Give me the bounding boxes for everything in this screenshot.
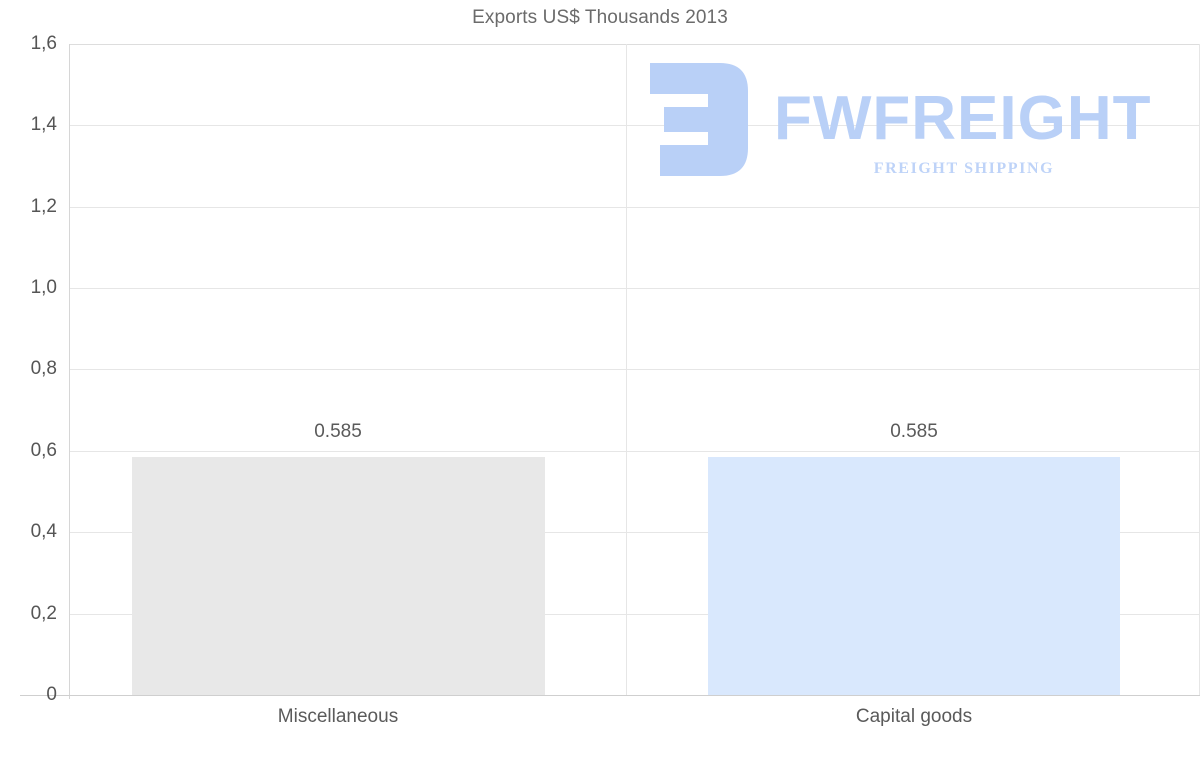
y-tick-label-1-6: 1,6 — [30, 33, 57, 54]
bar-miscellaneous[interactable] — [132, 457, 545, 695]
x-axis-line — [20, 695, 1200, 696]
bar-capital-goods[interactable] — [708, 457, 1120, 695]
gridline-0-6 — [69, 451, 1200, 452]
gridline-1-4 — [69, 125, 1200, 126]
y-axis-line — [69, 44, 70, 699]
gridline-1-6 — [69, 44, 1200, 45]
y-tick-label-0-8: 0,8 — [30, 358, 57, 379]
gridline-1-0 — [69, 288, 1200, 289]
gridline-0-2 — [69, 614, 1200, 615]
data-label-miscellaneous: 0.585 — [314, 421, 362, 442]
gridline-0-4 — [69, 532, 1200, 533]
y-tick-label-1-2: 1,2 — [30, 196, 57, 217]
category-separator — [626, 44, 627, 695]
gridline-1-2 — [69, 207, 1200, 208]
y-tick-label-0-2: 0,2 — [30, 603, 57, 624]
x-tick-label-capital-goods: Capital goods — [855, 706, 973, 727]
y-tick-label-0-4: 0,4 — [30, 521, 57, 542]
data-label-capital-goods: 0.585 — [890, 421, 938, 442]
y-tick-label-0-6: 0,6 — [30, 440, 57, 461]
plot-area — [69, 44, 1200, 695]
y-tick-label-1-0: 1,0 — [30, 277, 57, 298]
chart-title: Exports US$ Thousands 2013 — [472, 7, 728, 28]
gridline-0-8 — [69, 369, 1200, 370]
y-tick-label-1-4: 1,4 — [30, 114, 57, 135]
x-tick-label-miscellaneous: Miscellaneous — [277, 706, 399, 727]
